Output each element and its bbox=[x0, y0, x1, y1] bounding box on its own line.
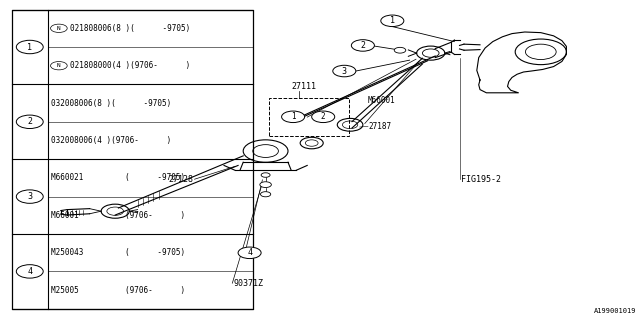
Circle shape bbox=[51, 24, 67, 32]
Text: 032008006(8 )(      -9705): 032008006(8 )( -9705) bbox=[51, 99, 172, 108]
Circle shape bbox=[351, 40, 374, 51]
Text: 2: 2 bbox=[28, 117, 32, 126]
Text: N: N bbox=[57, 63, 61, 68]
Circle shape bbox=[16, 190, 44, 203]
Circle shape bbox=[16, 265, 44, 278]
Circle shape bbox=[16, 40, 44, 54]
Text: 1: 1 bbox=[291, 112, 296, 121]
Text: FIG195-2: FIG195-2 bbox=[461, 175, 500, 184]
Circle shape bbox=[312, 111, 335, 123]
Text: 27128: 27128 bbox=[168, 175, 193, 184]
Text: 2: 2 bbox=[321, 112, 326, 121]
Text: 4: 4 bbox=[28, 267, 32, 276]
Circle shape bbox=[261, 173, 270, 177]
Text: 021808006(8 )(      -9705): 021808006(8 )( -9705) bbox=[70, 24, 191, 33]
Text: 3: 3 bbox=[342, 67, 347, 76]
Circle shape bbox=[381, 15, 404, 27]
Text: N: N bbox=[57, 26, 61, 31]
Circle shape bbox=[16, 115, 44, 129]
Text: 021808000(4 )(9706-      ): 021808000(4 )(9706- ) bbox=[70, 61, 191, 70]
Circle shape bbox=[238, 247, 261, 259]
Text: 27187: 27187 bbox=[368, 122, 391, 131]
Text: 032008006(4 )(9706-      ): 032008006(4 )(9706- ) bbox=[51, 136, 172, 145]
Circle shape bbox=[394, 47, 406, 53]
Circle shape bbox=[260, 192, 271, 197]
Text: 27111: 27111 bbox=[291, 82, 316, 91]
Text: 1: 1 bbox=[28, 43, 32, 52]
Text: M66001          (9706-      ): M66001 (9706- ) bbox=[51, 211, 186, 220]
Circle shape bbox=[282, 111, 305, 123]
Text: 3: 3 bbox=[28, 192, 32, 201]
Text: 1: 1 bbox=[390, 16, 395, 25]
Text: M660021         (      -9705): M660021 ( -9705) bbox=[51, 173, 186, 182]
Circle shape bbox=[51, 61, 67, 70]
Text: 4: 4 bbox=[247, 248, 252, 257]
Text: A199001019: A199001019 bbox=[595, 308, 637, 314]
Text: M250043         (      -9705): M250043 ( -9705) bbox=[51, 248, 186, 257]
Text: 90371Z: 90371Z bbox=[234, 279, 264, 288]
Circle shape bbox=[333, 65, 356, 77]
Text: M25005          (9706-      ): M25005 (9706- ) bbox=[51, 286, 186, 295]
Text: M66001: M66001 bbox=[368, 96, 396, 105]
Text: 2: 2 bbox=[360, 41, 365, 50]
Circle shape bbox=[260, 182, 271, 188]
